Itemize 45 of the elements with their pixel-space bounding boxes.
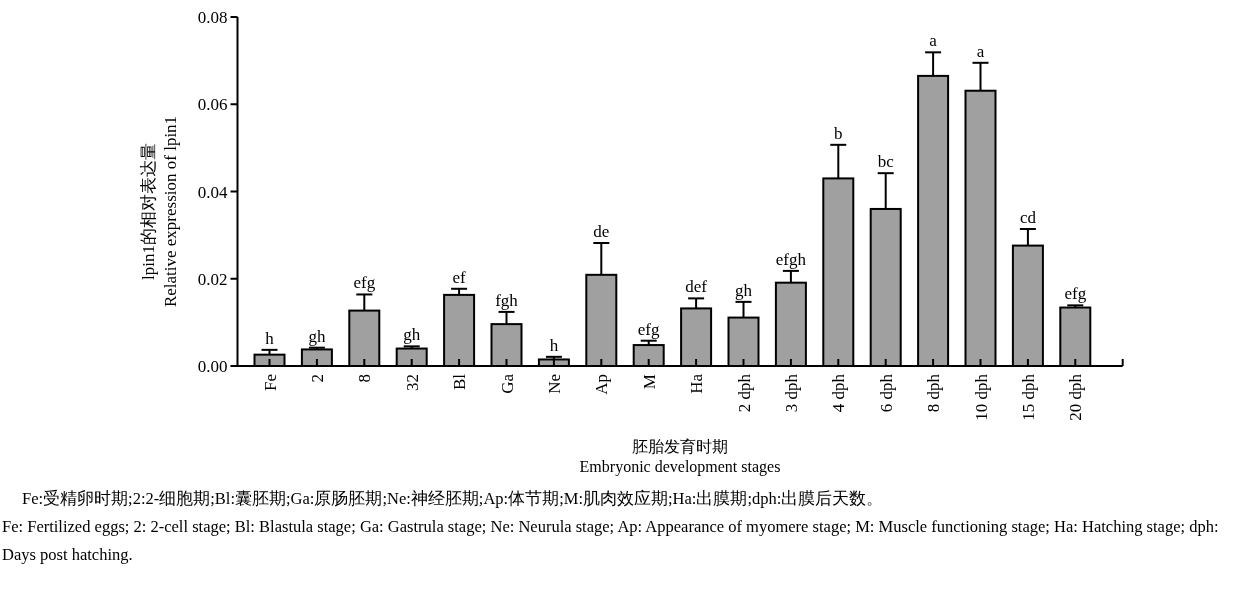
y-tick-label: 0.06 [197, 95, 228, 115]
y-tick-label: 0.02 [197, 269, 228, 289]
x-tick-label: 8 dph [924, 373, 944, 413]
text: Fe:受精卵时期;2:2-细胞期;Bl:囊胚期;Ga:原肠胚期;Ne:神经胚期;Ap:体节期;M:肌肉效应期;Ha:出膜期;dph:出膜后天数。 [22, 489, 884, 508]
annotation: def [685, 277, 708, 297]
x-tick-label: Ap [592, 374, 612, 395]
annotation: de [593, 221, 610, 241]
x-tick-label: 15 dph [1018, 373, 1038, 421]
x-tick-label: 3 dph [781, 373, 801, 413]
annotation: b [834, 123, 843, 143]
x-tick-label: 2 dph [734, 373, 754, 413]
annotation: cd [1019, 208, 1037, 228]
x-tick-label: Ne [544, 374, 564, 394]
y-tick-label: 0.08 [197, 8, 228, 27]
x-tick-label: Fe [260, 374, 280, 391]
x-tick-label: 2 [307, 374, 327, 383]
annotation: efg [1064, 284, 1087, 304]
y-tick-label: 0.00 [197, 357, 228, 376]
annotation: efg [353, 273, 376, 293]
annotation: a [976, 41, 985, 61]
annotation: fgh [495, 290, 519, 310]
x-tick-label: 10 dph [971, 373, 991, 421]
annotation: ef [452, 267, 467, 287]
x-tick-label: 6 dph [876, 373, 896, 413]
x-tick-label: 32 [402, 374, 422, 391]
x-tick-label: 20 dph [1066, 373, 1086, 421]
y-tick-label: 0.04 [197, 182, 228, 202]
y-axis-title: lpin1的相对表达量 Relative expression of lpin1 [139, 115, 180, 308]
annotation: a [929, 31, 938, 51]
x-tick-label: 4 dph [829, 373, 849, 413]
annotation: efg [637, 319, 661, 339]
x-tick-label: Ha [687, 373, 707, 394]
annotation: efgh [775, 249, 807, 269]
annotation: h [549, 335, 559, 355]
annotation: gh [735, 280, 753, 300]
annotation: h [265, 328, 275, 348]
x-tick-label: Bl [450, 373, 470, 391]
annotation: gh [308, 326, 326, 346]
x-tick-label: 8 [355, 374, 375, 383]
x-tick-label: Ga [497, 373, 517, 394]
annotation: gh [403, 325, 421, 345]
x-axis-title: 胚胎发育时期 Embryonic development stages [579, 438, 781, 476]
x-tick-label: M [639, 374, 659, 390]
annotation: bc [877, 152, 895, 172]
text: Fe: Fertilized eggs; 2: 2-cell stage; Bl: Blastula stage; Ga: Gastrula stage; Ne: Neurula stage; Ap: Appearance of myomere stage; M: Muscle functioning stage; Ha: Hatching stage; dph: Days post hatching. [2, 517, 1219, 564]
